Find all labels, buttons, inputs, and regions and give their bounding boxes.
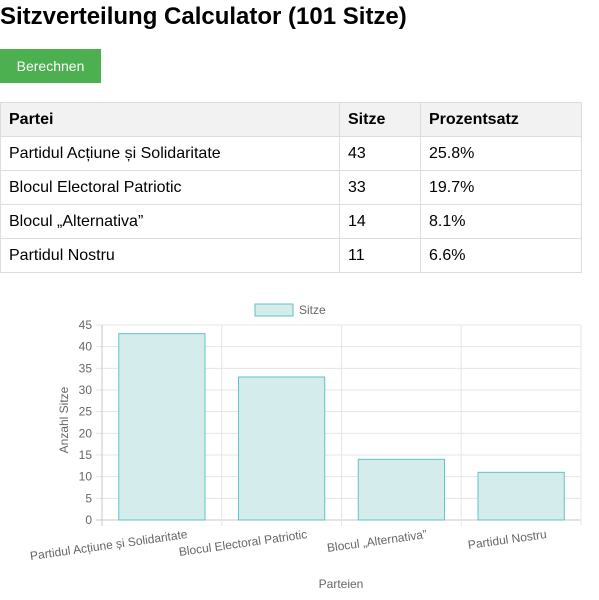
y-tick-label: 20 bbox=[79, 426, 93, 440]
x-tick-label: Partidul Nostru bbox=[467, 527, 548, 552]
table-row: Partidul Acțiune și Solidaritate 43 25.8… bbox=[0, 136, 582, 171]
percent-cell: 8.1% bbox=[420, 204, 582, 239]
party-cell: Blocul Electoral Patriotic bbox=[0, 170, 340, 205]
column-header-percent: Prozentsatz bbox=[420, 102, 582, 137]
seat-distribution-chart: 0 5 10 15 20 25 30 35 40 45 Partidul Acțiune și So… bbox=[29, 303, 582, 591]
calculate-button[interactable]: Berechnen bbox=[0, 49, 101, 83]
results-table: Partei Sitze Prozentsatz Partidul Acțiun… bbox=[0, 102, 582, 273]
x-tick-label: Partidul Acțiune și Solidaritate bbox=[29, 527, 188, 563]
percent-cell: 19.7% bbox=[420, 170, 582, 205]
legend-label: Sitze bbox=[299, 303, 326, 317]
x-tick-label: Blocul „Alternativa” bbox=[326, 527, 428, 555]
y-tick-label: 30 bbox=[79, 383, 93, 397]
y-tick-label: 15 bbox=[79, 448, 93, 462]
y-axis-label: Anzahl Sitze bbox=[57, 386, 71, 453]
y-tick-label: 40 bbox=[79, 340, 93, 354]
table-row: Partidul Nostru 11 6.6% bbox=[0, 238, 582, 273]
y-tick-label: 35 bbox=[79, 361, 93, 375]
party-cell: Partidul Acțiune și Solidaritate bbox=[0, 136, 340, 171]
x-tick-label: Blocul Electoral Patriotic bbox=[178, 527, 308, 559]
x-axis-label: Parteien bbox=[319, 577, 364, 591]
table-row: Blocul Electoral Patriotic 33 19.7% bbox=[0, 170, 582, 205]
table-row: Blocul „Alternativa” 14 8.1% bbox=[0, 204, 582, 239]
y-tick-label: 10 bbox=[79, 470, 93, 484]
bar bbox=[238, 376, 326, 521]
seats-cell: 14 bbox=[339, 204, 421, 239]
percent-cell: 25.8% bbox=[420, 136, 582, 171]
party-cell: Partidul Nostru bbox=[0, 238, 340, 273]
y-tick-label: 5 bbox=[85, 491, 92, 505]
y-tick-label: 45 bbox=[79, 318, 93, 332]
seats-cell: 11 bbox=[339, 238, 421, 273]
chart-bars bbox=[118, 333, 565, 521]
seats-cell: 43 bbox=[339, 136, 421, 171]
bar bbox=[357, 458, 445, 521]
column-header-party: Partei bbox=[0, 102, 340, 137]
party-cell: Blocul „Alternativa” bbox=[0, 204, 340, 239]
percent-cell: 6.6% bbox=[420, 238, 582, 273]
chart-legend[interactable]: Sitze bbox=[254, 303, 326, 317]
bar bbox=[477, 471, 565, 521]
seats-cell: 33 bbox=[339, 170, 421, 205]
y-tick-label: 0 bbox=[85, 513, 92, 527]
legend-swatch bbox=[254, 303, 294, 317]
column-header-seats: Sitze bbox=[339, 102, 421, 137]
bar bbox=[118, 333, 206, 521]
table-header-row: Partei Sitze Prozentsatz bbox=[0, 102, 582, 137]
y-tick-label: 25 bbox=[79, 405, 93, 419]
page-title: Sitzverteilung Calculator (101 Sitze) bbox=[0, 3, 407, 30]
